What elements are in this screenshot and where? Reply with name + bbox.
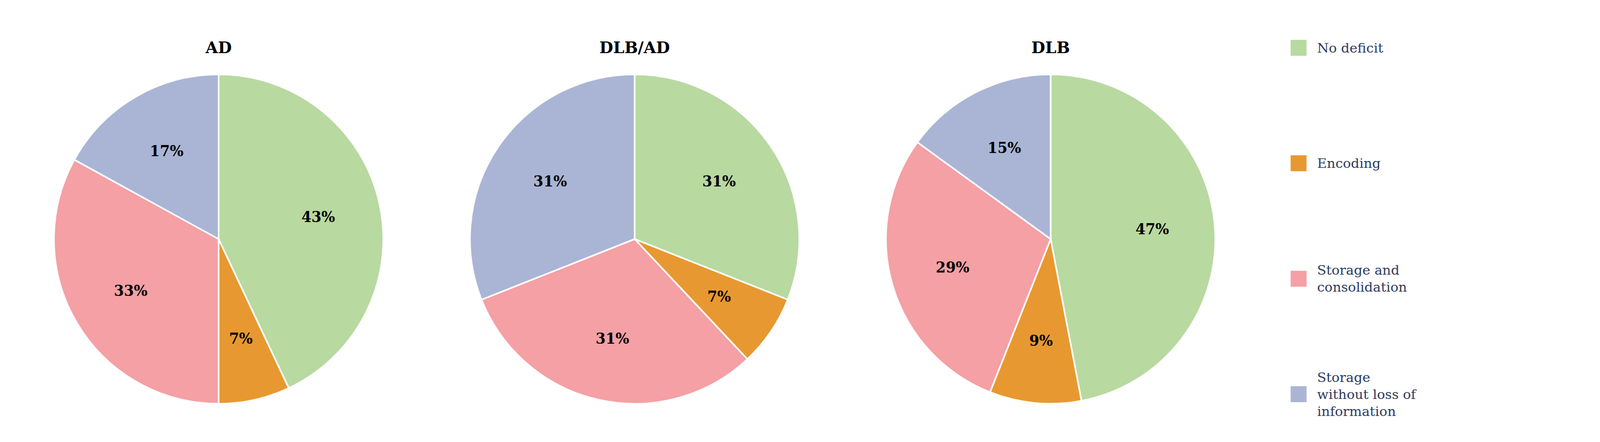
chart-title: DLB/AD: [599, 38, 670, 57]
data-label: 33%: [114, 282, 148, 300]
legend-swatch: [1290, 155, 1307, 172]
legend-label: Storage andconsolidation: [1317, 262, 1408, 295]
legend-swatch: [1290, 39, 1307, 56]
legend-label-line: without loss of: [1317, 386, 1417, 403]
chart-title: AD: [205, 38, 232, 57]
data-label: 29%: [935, 259, 970, 276]
chart-title: DLB: [1031, 38, 1070, 57]
data-label: 31%: [702, 173, 736, 190]
legend-label-line: Encoding: [1317, 155, 1382, 172]
pie-slice: [218, 74, 384, 388]
pie-slice: [1050, 74, 1216, 402]
chart: AD 43% 7% 33% 17% DLB/AD 31% 7% 31% 31% DLB 47% 9% 29…: [0, 0, 1600, 442]
data-label: 15%: [987, 139, 1021, 157]
data-label: 47%: [1135, 220, 1170, 238]
data-label: 7%: [228, 330, 253, 347]
data-labels: 31% 7% 31% 31%: [533, 173, 736, 347]
legend-label-line: No deficit: [1317, 40, 1384, 56]
legend-swatch: [1290, 386, 1307, 403]
legend-label: Storagewithout loss ofinformation: [1317, 369, 1417, 420]
legend-label-line: Storage: [1317, 369, 1371, 386]
data-label: 43%: [301, 208, 336, 226]
legend-label: No deficit: [1317, 40, 1384, 56]
legend-label: Encoding: [1317, 155, 1382, 172]
pie: [886, 74, 1216, 404]
pie: [54, 74, 384, 404]
data-label: 17%: [149, 142, 184, 160]
pie-slice: [470, 74, 635, 300]
legend-label-line: Storage and: [1317, 262, 1400, 278]
data-label: 31%: [533, 173, 567, 190]
pie-slice: [74, 74, 219, 240]
pie-slice: [218, 239, 289, 404]
background: [0, 0, 1600, 442]
legend: No deficit Encoding Storage andconsolidati…: [1290, 39, 1417, 420]
pie: [470, 74, 800, 404]
data-label: 7%: [707, 288, 731, 305]
legend-label-line: consolidation: [1317, 279, 1408, 295]
legend-swatch: [1290, 270, 1307, 287]
data-label: 31%: [595, 330, 629, 347]
pie-slice: [917, 74, 1051, 240]
legend-label-line: information: [1317, 403, 1397, 420]
data-labels: 43% 7% 33% 17%: [114, 142, 336, 347]
data-label: 9%: [1028, 332, 1053, 350]
data-labels: 47% 9% 29% 15%: [935, 139, 1170, 350]
